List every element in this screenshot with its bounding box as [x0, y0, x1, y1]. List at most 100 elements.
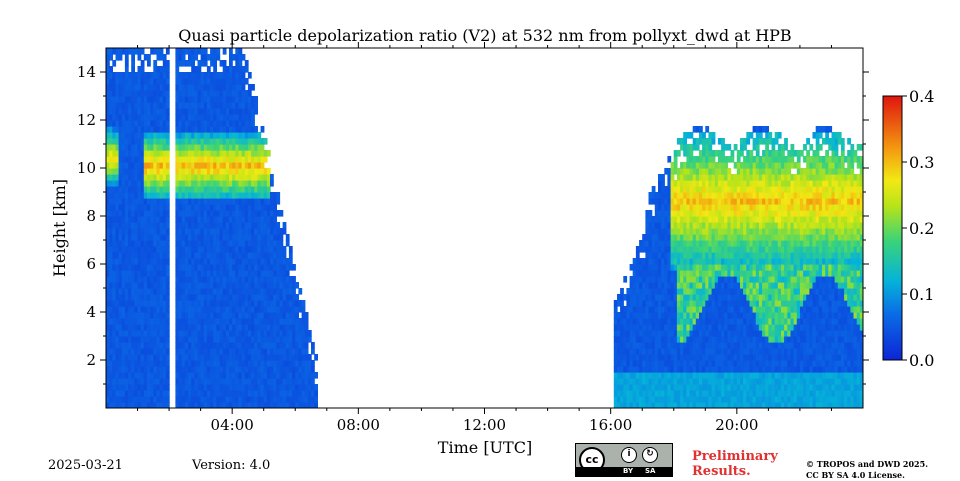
heatmap-cell — [241, 258, 246, 265]
heatmap-cell — [705, 174, 710, 181]
heatmap-cell — [210, 246, 214, 253]
heatmap-cell — [213, 102, 217, 109]
heatmap-cell — [276, 192, 281, 199]
heatmap-cell — [743, 396, 747, 403]
heatmap-cell — [203, 60, 208, 67]
heatmap-cell — [311, 402, 315, 408]
heatmap-cell — [740, 294, 744, 301]
heatmap-cell — [150, 360, 154, 367]
heatmap-cell — [241, 168, 246, 175]
heatmap-cell — [109, 228, 113, 235]
heatmap-cell — [749, 300, 754, 307]
heatmap-cell — [244, 348, 249, 355]
heatmap-cell — [683, 258, 687, 265]
heatmap-cell — [118, 360, 123, 367]
heatmap-column — [746, 132, 751, 408]
heatmap-cell — [254, 96, 258, 103]
heatmap-cell — [746, 246, 751, 253]
heatmap-cell — [241, 96, 246, 103]
heatmap-cell — [244, 102, 249, 109]
heatmap-column — [131, 48, 135, 408]
heatmap-cell — [191, 288, 195, 295]
heatmap-cell — [257, 300, 262, 307]
heatmap-cell — [235, 126, 240, 133]
heatmap-cell — [181, 294, 186, 301]
heatmap-cell — [140, 192, 145, 199]
heatmap-cell — [654, 234, 659, 241]
heatmap-cell — [260, 384, 265, 391]
heatmap-cell — [699, 312, 703, 319]
heatmap-cell — [721, 186, 725, 193]
heatmap-cell — [708, 354, 713, 361]
heatmap-cell — [147, 114, 151, 121]
heatmap-cell — [632, 258, 637, 265]
heatmap-cell — [178, 396, 183, 403]
heatmap-cell — [159, 222, 164, 229]
heatmap-cell — [676, 318, 681, 325]
heatmap-cell — [273, 378, 277, 385]
heatmap-cell — [276, 318, 281, 325]
heatmap-cell — [635, 372, 640, 379]
heatmap-cell — [206, 144, 211, 151]
heatmap-cell — [197, 72, 202, 79]
heatmap-cell — [260, 186, 265, 193]
heatmap-cell — [683, 294, 687, 301]
heatmap-cell — [257, 330, 262, 337]
heatmap-cell — [717, 336, 722, 343]
heatmap-cell — [156, 336, 161, 343]
heatmap-cell — [695, 192, 700, 199]
heatmap-cell — [746, 258, 751, 265]
heatmap-cell — [118, 162, 123, 169]
heatmap-cell — [229, 78, 233, 85]
heatmap-cell — [295, 372, 299, 379]
heatmap-cell — [200, 306, 205, 313]
heatmap-cell — [178, 138, 183, 145]
heatmap-cell — [654, 336, 659, 343]
heatmap-cell — [673, 366, 678, 373]
heatmap-cell — [184, 192, 189, 199]
heatmap-cell — [188, 150, 192, 157]
heatmap-cell — [254, 204, 258, 211]
heatmap-cell — [288, 258, 293, 265]
heatmap-cell — [667, 366, 672, 373]
heatmap-cell — [143, 54, 148, 61]
heatmap-cell — [730, 294, 735, 301]
heatmap-cell — [210, 252, 214, 259]
heatmap-cell — [695, 306, 700, 313]
heatmap-cell — [683, 276, 687, 283]
heatmap-cell — [714, 252, 719, 259]
heatmap-cell — [150, 258, 154, 265]
heatmap-cell — [181, 318, 186, 325]
heatmap-cell — [683, 378, 687, 385]
heatmap-cell — [134, 192, 139, 199]
heatmap-cell — [134, 258, 139, 265]
heatmap-cell — [635, 378, 640, 385]
heatmap-cell — [229, 306, 233, 313]
heatmap-cell — [632, 396, 637, 403]
heatmap-cell — [194, 48, 199, 55]
heatmap-cell — [743, 174, 747, 181]
heatmap-cell — [112, 396, 117, 403]
heatmap-cell — [266, 282, 271, 289]
heatmap-cell — [162, 192, 167, 199]
heatmap-cell — [188, 222, 192, 229]
heatmap-cell — [279, 276, 284, 283]
heatmap-cell — [184, 174, 189, 181]
heatmap-cell — [263, 396, 268, 403]
heatmap-cell — [143, 366, 148, 373]
heatmap-cell — [623, 366, 628, 373]
heatmap-cell — [285, 360, 290, 367]
heatmap-cell — [181, 306, 186, 313]
heatmap-cell — [251, 150, 255, 157]
heatmap-cell — [153, 312, 158, 319]
heatmap-cell — [244, 168, 249, 175]
heatmap-cell — [623, 294, 628, 301]
heatmap-cell — [121, 336, 126, 343]
heatmap-cell — [213, 84, 217, 91]
heatmap-cell — [134, 114, 139, 121]
heatmap-cell — [288, 360, 293, 367]
heatmap-cell — [282, 348, 287, 355]
heatmap-cell — [175, 54, 180, 61]
heatmap-cell — [206, 276, 211, 283]
heatmap-cell — [705, 312, 710, 319]
